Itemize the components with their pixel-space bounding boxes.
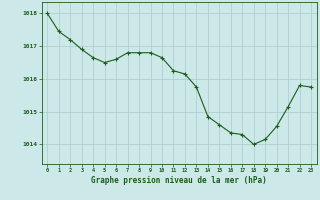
X-axis label: Graphe pression niveau de la mer (hPa): Graphe pression niveau de la mer (hPa) [91,176,267,185]
